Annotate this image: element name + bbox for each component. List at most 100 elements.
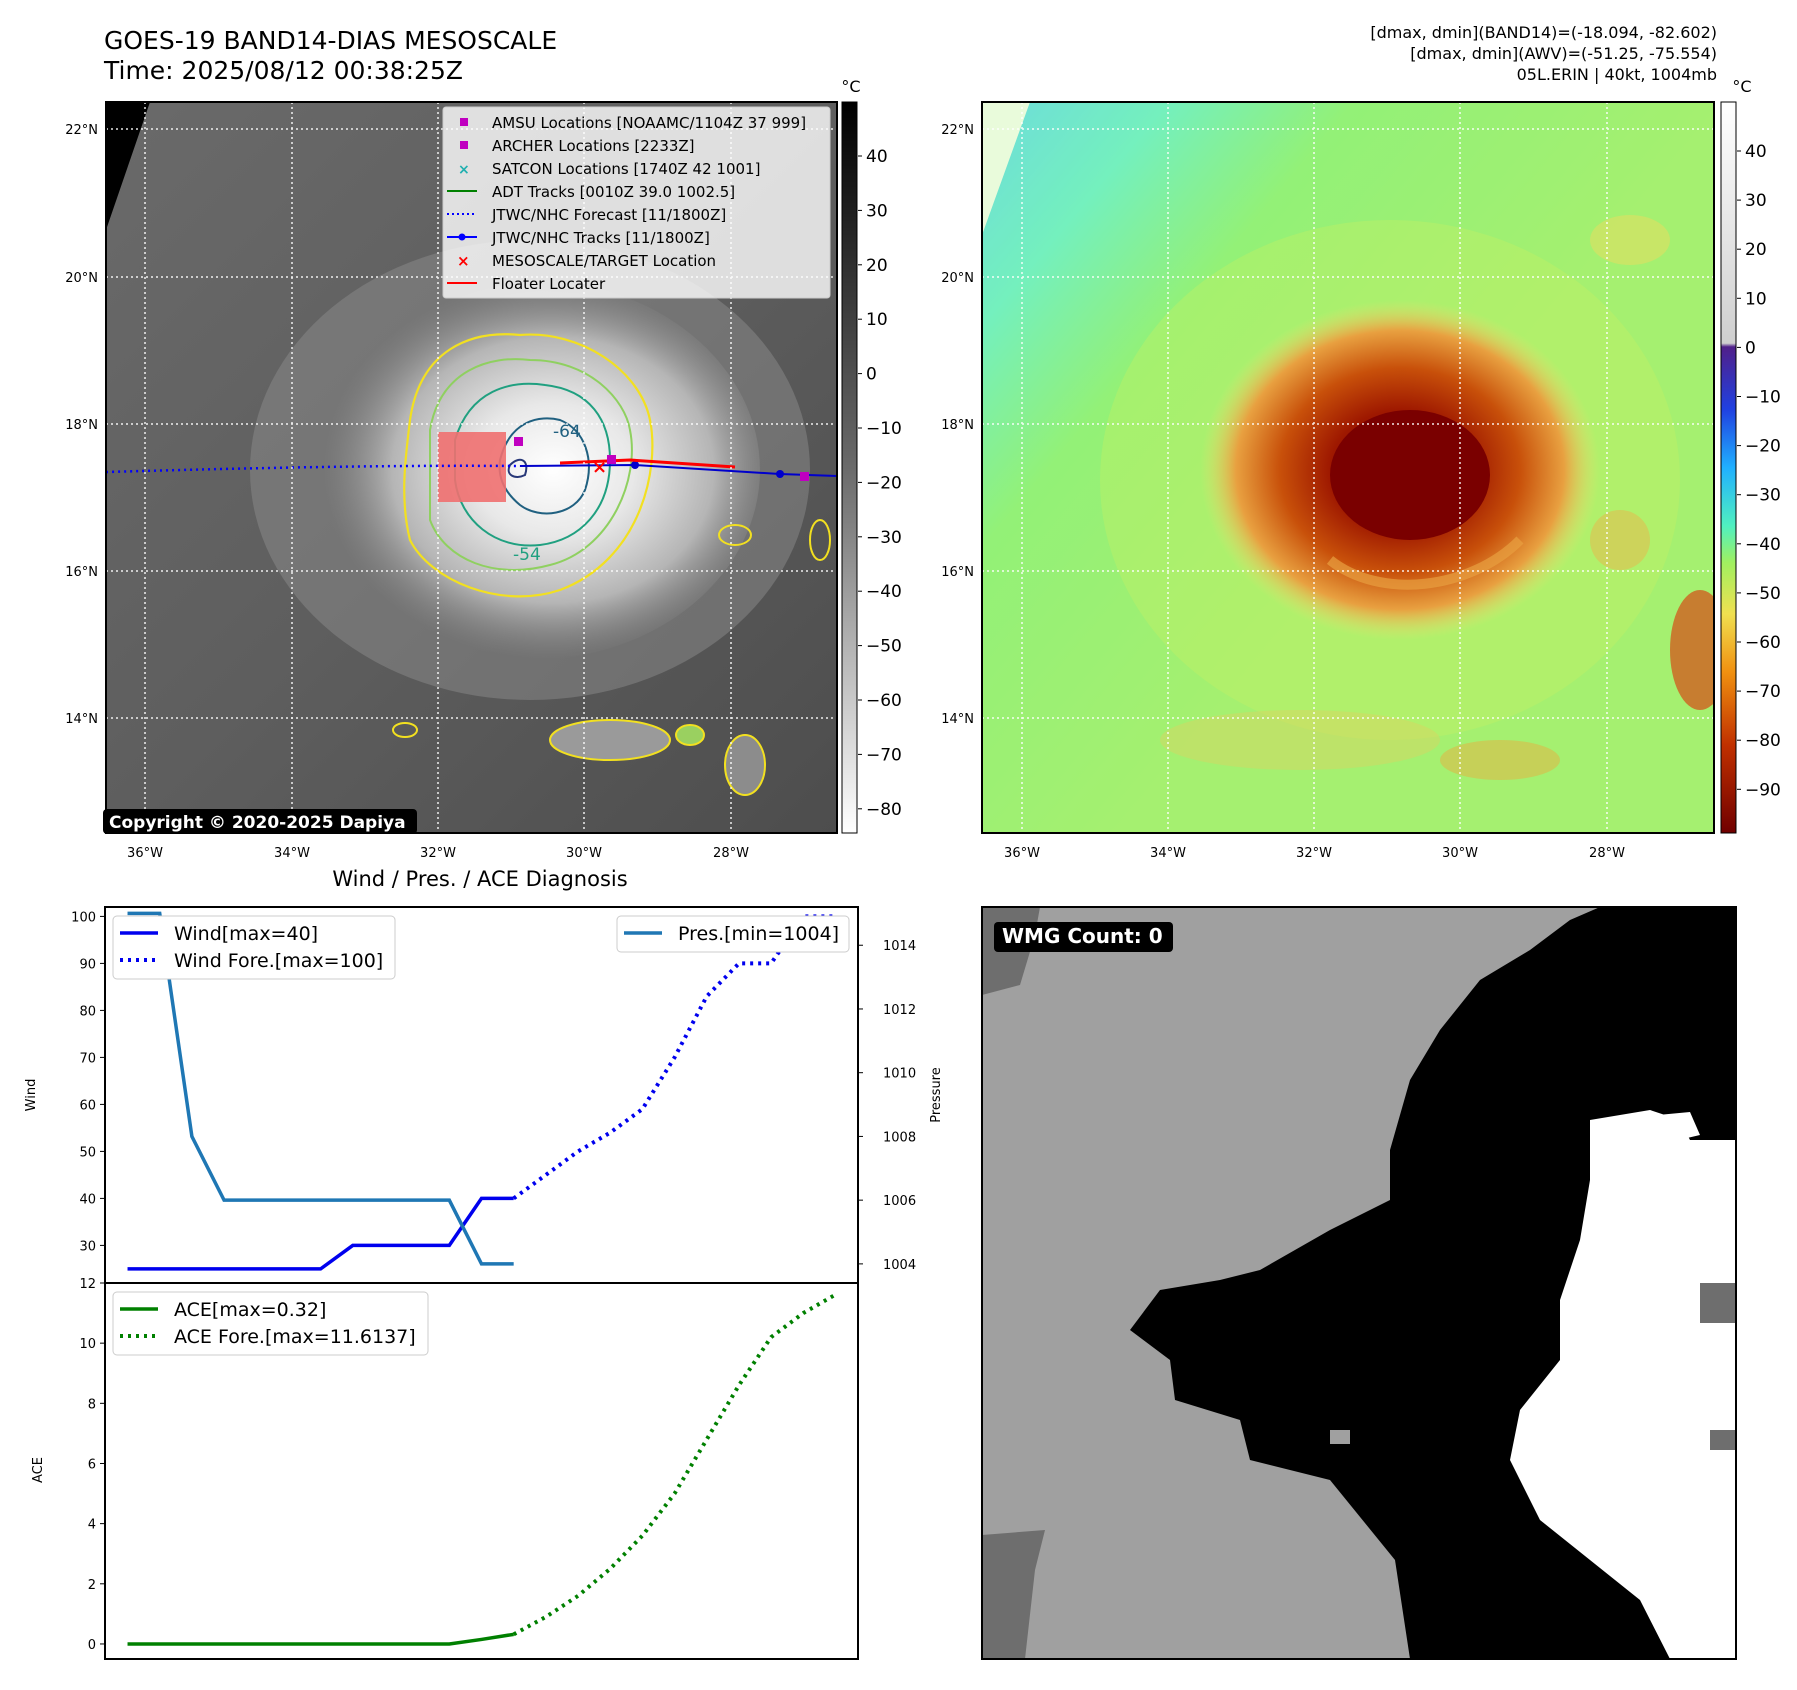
colorbar-tick-label: −50 (866, 637, 902, 657)
lon-tick-label: 28°W (713, 846, 749, 861)
y-tick-label: 30 (79, 1239, 96, 1254)
legend-floater: Floater Locater (492, 275, 606, 293)
legend-satcon: SATCON Locations [1740Z 42 1001] (492, 160, 760, 178)
series-line-0 (127, 1632, 514, 1646)
colorbar-tick-label: 20 (1745, 240, 1767, 260)
legend-wind-forecast: Wind Fore.[max=100] (174, 950, 383, 972)
colorbar-gray-unit: °C (841, 77, 860, 96)
colorbar-tick-label: −30 (1745, 486, 1781, 506)
lon-tick-label: 36°W (127, 846, 163, 861)
y-tick-label: 90 (79, 957, 96, 972)
y-tick-label: 4 (88, 1518, 96, 1533)
svg-text:×: × (458, 162, 470, 178)
y-tick-label: 2 (88, 1578, 96, 1593)
colorbar-tick-label: −60 (866, 691, 902, 711)
y2-tick-label: 1006 (883, 1194, 916, 1209)
colorbar-enhanced: °C 40 30 20 10 0 −10 −20 −30 −40 −50 −60 −70 −80 −90 (1720, 77, 1781, 834)
colorbar-tick-label: −60 (1745, 633, 1781, 653)
colorbar-tick-label: 40 (866, 147, 888, 167)
colorbar-tick-label: 40 (1745, 142, 1767, 162)
enhanced-map-ticks: 22°N 20°N 18°N 16°N 14°N 36°W 34°W 32°W 30°W 28°W (941, 123, 1625, 861)
colorbar-tick-label: −50 (1745, 584, 1781, 604)
y-tick-label: 8 (88, 1397, 96, 1412)
lat-tick-label: 18°N (941, 418, 974, 433)
legend-amsu: AMSU Locations [NOAAMC/1104Z 37 999] (492, 114, 806, 132)
lat-tick-label: 14°N (941, 712, 974, 727)
legend-pres: Pres.[min=1004] (678, 923, 839, 945)
lon-tick-label: 32°W (420, 846, 456, 861)
y-tick-label: 0 (88, 1638, 96, 1653)
pressure-axis-label: Pressure (929, 1067, 944, 1123)
legend-adt: ADT Tracks [0010Z 39.0 1002.5] (492, 183, 735, 201)
wind-axis-label: Wind (24, 1079, 39, 1112)
info-line-band14: [dmax, dmin](BAND14)=(-18.094, -82.602) (1370, 23, 1717, 42)
lat-tick-label: 22°N (941, 123, 974, 138)
ace-axes (104, 1282, 859, 1660)
y-tick-label: 50 (79, 1145, 96, 1160)
y-tick-label: 12 (79, 1277, 96, 1292)
colorbar-tick-label: −80 (1745, 731, 1781, 751)
lat-tick-label: 16°N (941, 565, 974, 580)
lon-tick-label: 28°W (1589, 846, 1625, 861)
colorbar-tick-label: −30 (866, 528, 902, 548)
colorbar-tick-label: 20 (866, 256, 888, 276)
y2-tick-label: 1004 (883, 1258, 916, 1273)
legend-archer: ARCHER Locations [2233Z] (492, 137, 695, 155)
colorbar-tick-label: −10 (866, 419, 902, 439)
info-line-storm: 05L.ERIN | 40kt, 1004mb (1516, 65, 1717, 84)
lat-tick-label: 22°N (65, 123, 98, 138)
lon-tick-label: 32°W (1296, 846, 1332, 861)
colorbar-tick-label: 30 (1745, 191, 1767, 211)
ace-chart: 12 10 8 6 4 2 0 (79, 1277, 837, 1653)
lat-tick-label: 20°N (65, 271, 98, 286)
legend-ace: ACE[max=0.32] (174, 1299, 326, 1321)
svg-text:×: × (592, 457, 607, 478)
y2-tick-label: 1010 (883, 1067, 916, 1082)
ace-axis-label: ACE (31, 1457, 46, 1483)
colorbar-tick-label: −70 (866, 745, 902, 765)
y2-tick-label: 1008 (883, 1130, 916, 1145)
colorbar-tick-label: −70 (1745, 682, 1781, 702)
colorbar-tick-label: −40 (866, 582, 902, 602)
series-line-1 (512, 914, 836, 1201)
colorbar-enhanced-unit: °C (1732, 77, 1751, 96)
colorbar-tick-label: −90 (1745, 780, 1781, 800)
map-legend: AMSU Locations [NOAAMC/1104Z 37 999] ARC… (442, 106, 831, 299)
lat-tick-label: 20°N (941, 271, 974, 286)
header-title-line2: Time: 2025/08/12 00:38:25Z (104, 56, 463, 85)
y-tick-label: 70 (79, 1051, 96, 1066)
lon-tick-label: 30°W (1442, 846, 1478, 861)
legend-jtwc-tracks: JTWC/NHC Tracks [11/1800Z] (491, 229, 710, 247)
legend-wind: Wind[max=40] (174, 923, 318, 945)
lon-tick-label: 34°W (1150, 846, 1186, 861)
lon-tick-label: 36°W (1004, 846, 1040, 861)
pres-legend: Pres.[min=1004] (616, 915, 850, 953)
lat-tick-label: 18°N (65, 418, 98, 433)
ace-legend: ACE[max=0.32] ACE Fore.[max=11.6137] (112, 1291, 429, 1356)
diagnosis-title: Wind / Pres. / ACE Diagnosis (332, 867, 627, 891)
colorbar-tick-label: −80 (866, 800, 902, 820)
y2-tick-label: 1012 (883, 1003, 916, 1018)
legend-jtwc-forecast: JTWC/NHC Forecast [11/1800Z] (491, 206, 726, 224)
colorbar-gray: °C 40 30 20 10 0 −10 −20 −30 −40 −50 −60 −70 −80 (841, 77, 902, 834)
ir-map-ticks: 22°N 20°N 18°N 16°N 14°N 36°W 34°W 32°W 30°W 28°W (65, 123, 749, 861)
header-info: [dmax, dmin](BAND14)=(-18.094, -82.602) … (1370, 22, 1717, 85)
enhanced-map-panel (982, 102, 1714, 833)
y-tick-label: 10 (79, 1337, 96, 1352)
colorbar-tick-label: −10 (1745, 388, 1781, 408)
lon-tick-label: 34°W (274, 846, 310, 861)
colorbar-tick-label: 0 (866, 365, 877, 385)
colorbar-tick-label: −40 (1745, 535, 1781, 555)
y-tick-label: 80 (79, 1004, 96, 1019)
wmg-panel: WMG Count: 0 (982, 907, 1736, 1659)
series-line-2 (127, 911, 514, 1266)
y-tick-label: 100 (71, 910, 96, 925)
series-line-0 (127, 1196, 514, 1271)
series-line-1 (512, 1292, 837, 1637)
info-line-awv: [dmax, dmin](AWV)=(-51.25, -75.554) (1410, 44, 1717, 63)
legend-ace-forecast: ACE Fore.[max=11.6137] (174, 1326, 416, 1348)
legend-mesoscale: MESOSCALE/TARGET Location (492, 252, 716, 270)
contour-label-54: -54 (513, 545, 541, 565)
colorbar-tick-label: 10 (1745, 289, 1767, 309)
